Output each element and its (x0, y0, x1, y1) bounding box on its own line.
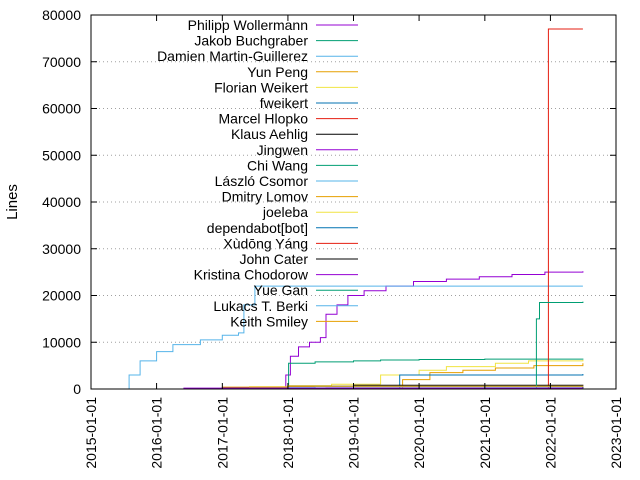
series-line (512, 301, 584, 390)
legend-label: Philipp Wollermann (188, 17, 308, 33)
y-tick-label: 0 (73, 381, 81, 397)
legend-label: Chi Wang (247, 157, 308, 173)
legend-label: John Cater (240, 251, 309, 267)
legend-label: Klaus Aehlig (231, 126, 308, 142)
legend-label: Xùdōng Yáng (223, 235, 308, 251)
y-tick-label: 30000 (42, 241, 81, 257)
legend-label: Marcel Hlopko (219, 111, 309, 127)
legend-label: joeleba (262, 204, 308, 220)
y-tick-label: 80000 (42, 7, 81, 23)
y-axis-title: Lines (4, 184, 21, 220)
y-tick-label: 10000 (42, 334, 81, 350)
series-line (282, 271, 584, 390)
series-line (126, 285, 583, 390)
legend-label: Yun Peng (247, 64, 308, 80)
x-tick-label: 2020-01-01 (411, 397, 427, 469)
x-axis: 2015-01-01 2016-01-01 2017-01-01 2018-01-01… (83, 15, 624, 469)
series-line (397, 363, 584, 390)
series-lines (126, 28, 584, 390)
x-tick-label: 2021-01-01 (477, 397, 493, 469)
x-tick-label: 2016-01-01 (149, 397, 165, 469)
legend-label: Dmitry Lomov (222, 189, 308, 205)
plot-frame (90, 14, 617, 390)
y-tick-label: 70000 (42, 54, 81, 70)
legend-label: Yue Gan (254, 282, 309, 298)
series-line (284, 358, 584, 390)
legend-label: Florian Weikert (214, 79, 308, 95)
legend-label: Jakob Buchgraber (194, 33, 308, 49)
x-tick-label: 2018-01-01 (280, 397, 296, 469)
legend-label: Kristina Chodorow (194, 267, 309, 283)
x-tick-label: 2019-01-01 (346, 397, 362, 469)
x-tick-label: 2015-01-01 (83, 397, 99, 469)
legend-label: Keith Smiley (230, 313, 308, 329)
legend-label: dependabot[bot] (207, 220, 308, 236)
legend-label: Jingwen (257, 142, 308, 158)
y-tick-label: 20000 (42, 288, 81, 304)
y-axis: 0 10000 20000 30000 40000 50000 60000 70000 8000… (42, 7, 616, 397)
y-tick-label: 50000 (42, 147, 81, 163)
legend-label: Lukacs T. Berki (213, 298, 308, 314)
y-tick-label: 40000 (42, 194, 81, 210)
legend-label: Damien Martin-Guillerez (157, 48, 308, 64)
y-tick-label: 60000 (42, 101, 81, 117)
x-tick-label: 2022-01-01 (542, 397, 558, 469)
grid-lines (91, 61, 616, 343)
x-tick-label: 2023-01-01 (608, 397, 624, 469)
x-tick-label: 2017-01-01 (214, 397, 230, 469)
legend-label: fweikert (260, 95, 308, 111)
legend-label: László Csomor (215, 173, 309, 189)
